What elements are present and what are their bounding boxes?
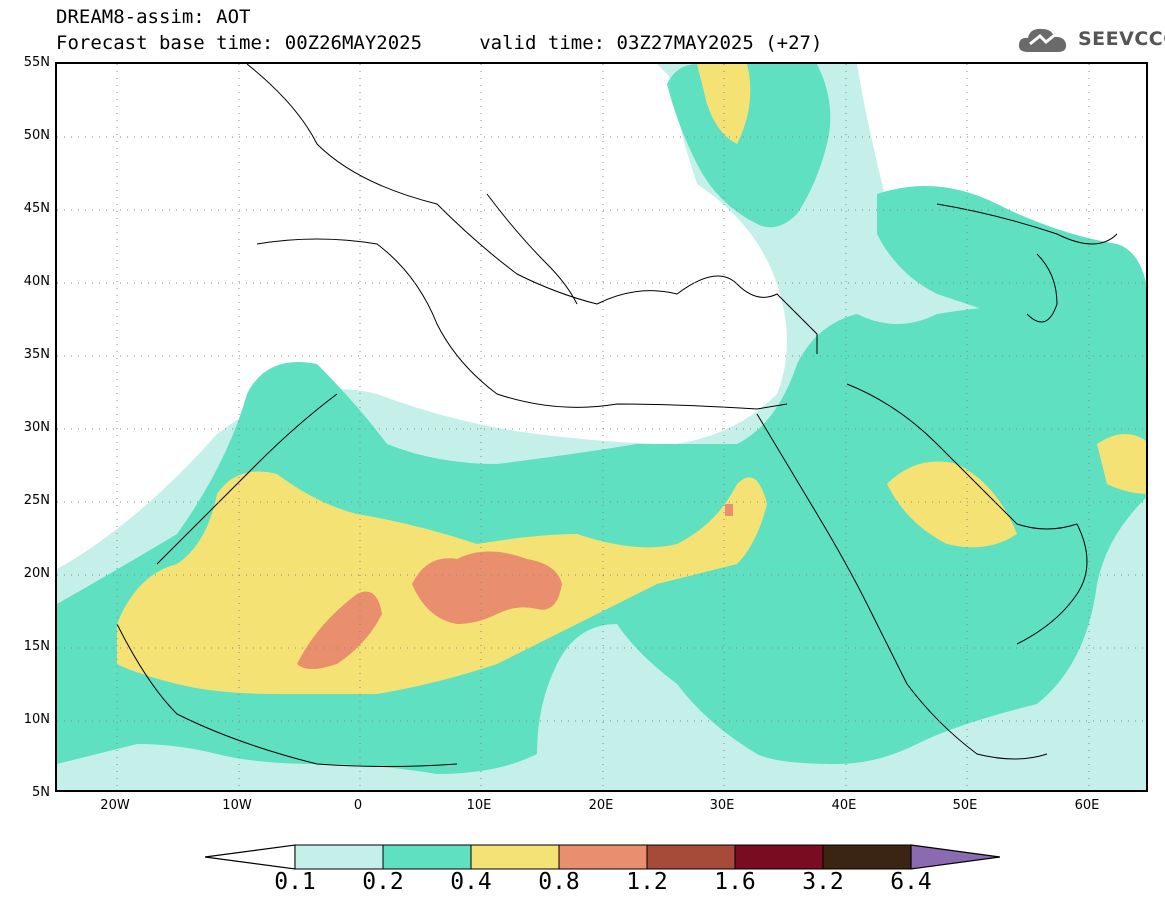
colorbar-swatch-1-2 <box>646 844 736 870</box>
lon-label-60e: 60E <box>1074 798 1100 813</box>
map-canvas <box>57 64 1146 790</box>
cloud-icon <box>1018 28 1067 52</box>
colorbar-label-6-4: 6.4 <box>890 869 932 895</box>
colorbar-label-3-2: 3.2 <box>802 869 844 895</box>
lat-label-40n: 40N <box>23 274 50 289</box>
lat-label-25n: 25N <box>23 493 50 508</box>
lon-label-20w: 20W <box>100 798 130 813</box>
lat-label-5n: 5N <box>32 785 50 800</box>
lon-label-20e: 20E <box>588 798 614 813</box>
lon-label-10w: 10W <box>222 798 252 813</box>
colorbar-swatch-0-1 <box>294 844 384 870</box>
lon-label-0: 0 <box>353 798 363 813</box>
colorbar-label-0-2: 0.2 <box>362 869 404 895</box>
lon-label-10e: 10E <box>466 798 492 813</box>
forecast-time-subtitle: Forecast base time: 00Z26MAY2025 valid t… <box>56 32 823 54</box>
colorbar-label-1-6: 1.6 <box>714 869 756 895</box>
colorbar-low-arrow <box>205 844 296 870</box>
lat-label-50n: 50N <box>23 128 50 143</box>
logo-text: SEEVCCC <box>1078 28 1165 50</box>
colorbar-high-arrow <box>910 844 1000 870</box>
colorbar-label-0-8: 0.8 <box>538 869 580 895</box>
lon-label-40e: 40E <box>831 798 857 813</box>
lon-label-30e: 30E <box>709 798 735 813</box>
aot-map <box>55 62 1148 792</box>
lat-label-30n: 30N <box>23 420 50 435</box>
colorbar-label-0-4: 0.4 <box>450 869 492 895</box>
colorbar-swatch-0-4 <box>470 844 560 870</box>
lat-label-10n: 10N <box>23 712 50 727</box>
map-title: DREAM8-assim: AOT <box>56 6 251 28</box>
colorbar-swatch-1-6 <box>734 844 824 870</box>
colorbar-label-1-2: 1.2 <box>626 869 668 895</box>
colorbar-swatch-3-2 <box>822 844 912 870</box>
aot-level-0-8 <box>297 504 733 669</box>
colorbar-label-0-1: 0.1 <box>274 869 316 895</box>
lon-label-50e: 50E <box>952 798 978 813</box>
lat-label-20n: 20N <box>23 566 50 581</box>
colorbar <box>205 844 1000 870</box>
seevccc-logo: SEEVCCC <box>1016 22 1165 58</box>
graticule <box>57 64 1146 790</box>
lat-label-55n: 55N <box>23 55 50 70</box>
lat-label-15n: 15N <box>23 639 50 654</box>
colorbar-swatch-0-2 <box>382 844 472 870</box>
lat-label-35n: 35N <box>23 347 50 362</box>
lat-label-45n: 45N <box>23 201 50 216</box>
colorbar-swatch-0-8 <box>558 844 648 870</box>
coastlines <box>116 64 1118 767</box>
